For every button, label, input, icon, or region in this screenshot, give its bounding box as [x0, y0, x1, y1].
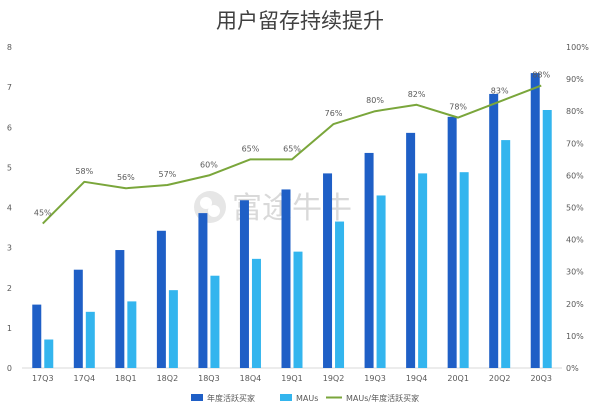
y-right-tick-label: 80%: [566, 107, 584, 116]
ratio-data-label: 45%: [34, 209, 52, 218]
x-tick-label: 20Q3: [530, 374, 552, 383]
bar-maus: [376, 195, 386, 368]
legend-label: MAUs: [296, 394, 318, 403]
x-tick-label: 19Q3: [364, 374, 386, 383]
ratio-data-label: 65%: [242, 144, 260, 153]
bar-annual-active-buyers: [156, 230, 166, 368]
y-right-tick-label: 60%: [566, 171, 584, 180]
y-left-tick-label: 3: [7, 244, 12, 253]
y-right-tick-label: 90%: [566, 75, 584, 84]
y-right-tick-label: 0%: [566, 364, 579, 373]
bar-annual-active-buyers: [323, 173, 333, 368]
y-left-tick-label: 2: [7, 284, 12, 293]
y-right-tick-label: 30%: [566, 268, 584, 277]
y-left-tick-label: 6: [7, 123, 12, 132]
bar-maus: [501, 140, 511, 368]
x-tick-label: 19Q1: [281, 374, 303, 383]
watermark-text: 富途牛牛: [232, 191, 352, 226]
bar-maus: [293, 251, 303, 368]
bar-annual-active-buyers: [32, 304, 42, 368]
bar-annual-active-buyers: [198, 213, 208, 368]
y-axis-right: 0% 10% 20% 30% 40% 50% 60% 70% 80% 90% 100%: [566, 43, 589, 373]
bars: [32, 73, 552, 369]
x-tick-label: 18Q1: [115, 374, 137, 383]
bar-maus: [418, 173, 428, 368]
legend-swatch: [280, 394, 292, 401]
y-left-tick-label: 0: [7, 364, 12, 373]
bar-maus: [542, 109, 552, 368]
bar-annual-active-buyers: [73, 269, 83, 368]
bar-annual-active-buyers: [281, 189, 291, 368]
ratio-data-label: 56%: [117, 173, 135, 182]
ratio-data-label: 58%: [75, 167, 93, 176]
bar-maus: [251, 258, 261, 368]
ratio-line-series: 45% 58% 56% 57% 60% 65% 65% 76% 80% 82% 78% 83% 88%: [34, 71, 551, 225]
bar-annual-active-buyers: [530, 73, 540, 369]
x-tick-label: 17Q4: [74, 374, 96, 383]
bar-maus: [210, 275, 220, 368]
y-right-tick-label: 50%: [566, 204, 584, 213]
bar-annual-active-buyers: [489, 93, 499, 368]
bar-annual-active-buyers: [447, 116, 457, 368]
ratio-line: [42, 84, 542, 225]
y-right-tick-label: 40%: [566, 236, 584, 245]
bar-annual-active-buyers: [239, 200, 249, 368]
x-axis: 17Q3 17Q4 18Q1 18Q2 18Q3 18Q4 19Q1 19Q2 19Q3 19Q4…: [32, 374, 552, 383]
y-left-tick-label: 8: [7, 43, 12, 52]
x-tick-label: 20Q1: [447, 374, 469, 383]
y-left-tick-label: 5: [7, 163, 12, 172]
ratio-data-label: 60%: [200, 160, 218, 169]
ratio-data-label: 83%: [491, 87, 509, 96]
y-left-tick-label: 7: [7, 83, 12, 92]
bar-maus: [44, 339, 54, 368]
ratio-data-label: 65%: [283, 144, 301, 153]
bar-maus: [168, 290, 178, 368]
x-tick-label: 17Q3: [32, 374, 54, 383]
chart-title: 用户留存持续提升: [216, 9, 384, 33]
ratio-data-label: 78%: [449, 103, 467, 112]
y-right-tick-label: 10%: [566, 332, 584, 341]
x-tick-label: 18Q4: [240, 374, 262, 383]
bar-annual-active-buyers: [364, 152, 374, 368]
bar-maus: [459, 172, 469, 368]
bar-maus: [85, 311, 95, 368]
y-axis-left: 0 1 2 3 4 5 6 7 8: [7, 43, 12, 373]
legend: 年度活跃买家 MAUs MAUs/年度活跃买家: [191, 393, 419, 403]
x-tick-label: 18Q3: [198, 374, 220, 383]
ratio-data-label: 80%: [366, 96, 384, 105]
y-left-tick-label: 4: [7, 204, 12, 213]
x-tick-label: 20Q2: [489, 374, 511, 383]
legend-swatch: [191, 394, 203, 401]
legend-label: 年度活跃买家: [207, 393, 255, 403]
ratio-data-label: 76%: [325, 109, 343, 118]
bar-maus: [335, 221, 345, 368]
x-tick-label: 19Q2: [323, 374, 345, 383]
y-left-tick-label: 1: [7, 324, 12, 333]
legend-label: MAUs/年度活跃买家: [346, 393, 419, 403]
bar-maus: [127, 301, 137, 368]
bar-annual-active-buyers: [406, 132, 416, 368]
ratio-data-label: 57%: [158, 170, 176, 179]
y-right-tick-label: 20%: [566, 300, 584, 309]
ratio-data-label: 82%: [408, 90, 426, 99]
bar-annual-active-buyers: [115, 250, 125, 368]
y-right-tick-label: 70%: [566, 139, 584, 148]
y-right-tick-label: 100%: [566, 43, 589, 52]
x-tick-label: 19Q4: [406, 374, 428, 383]
x-tick-label: 18Q2: [157, 374, 179, 383]
ratio-data-label: 88%: [532, 71, 550, 80]
